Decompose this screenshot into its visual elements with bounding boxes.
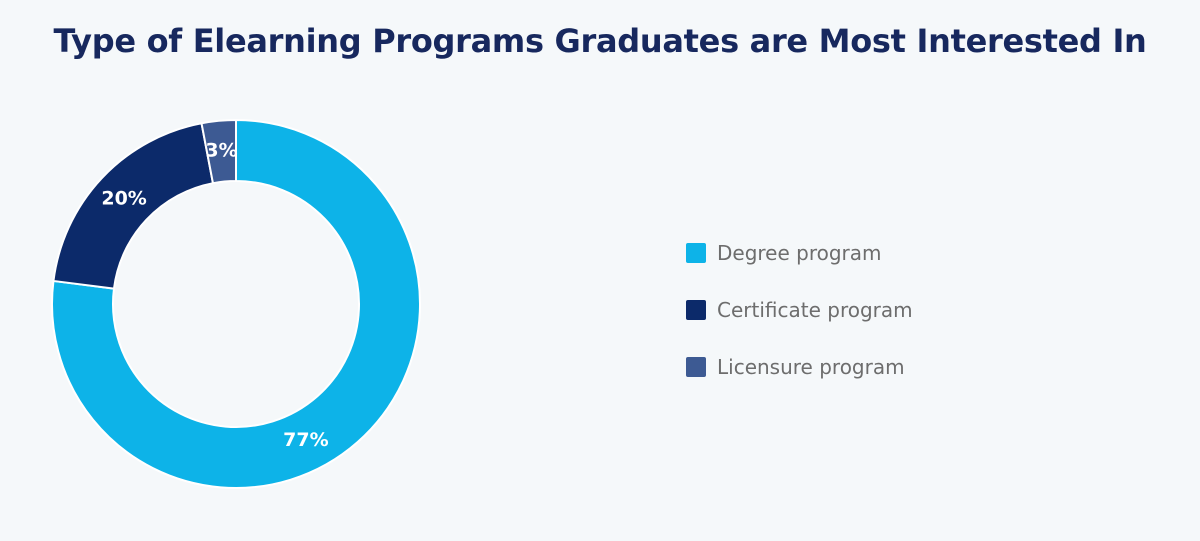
- chart-legend: Degree program Certificate program Licensu…: [686, 238, 913, 409]
- legend-swatch: [686, 300, 706, 320]
- slice-value-label-degree-program: 77%: [283, 429, 328, 451]
- legend-item-degree-program: Degree program: [686, 238, 913, 295]
- donut-slice-licensure-program: [200, 118, 237, 185]
- legend-label: Licensure program: [717, 355, 905, 379]
- donut-chart: 77% 20% 3%: [51, 118, 421, 489]
- legend-label: Certificate program: [717, 298, 913, 322]
- slice-value-label-certificate-program: 20%: [101, 187, 146, 209]
- slice-value-label-licensure-program: 3%: [205, 140, 237, 162]
- chart-title: Type of Elearning Programs Graduates are…: [53, 22, 1147, 60]
- legend-item-certificate-program: Certificate program: [686, 295, 913, 352]
- legend-label: Degree program: [717, 241, 882, 265]
- legend-item-licensure-program: Licensure program: [686, 352, 913, 409]
- legend-swatch: [686, 357, 706, 377]
- donut-slice-degree-program: [51, 118, 421, 489]
- legend-swatch: [686, 243, 706, 263]
